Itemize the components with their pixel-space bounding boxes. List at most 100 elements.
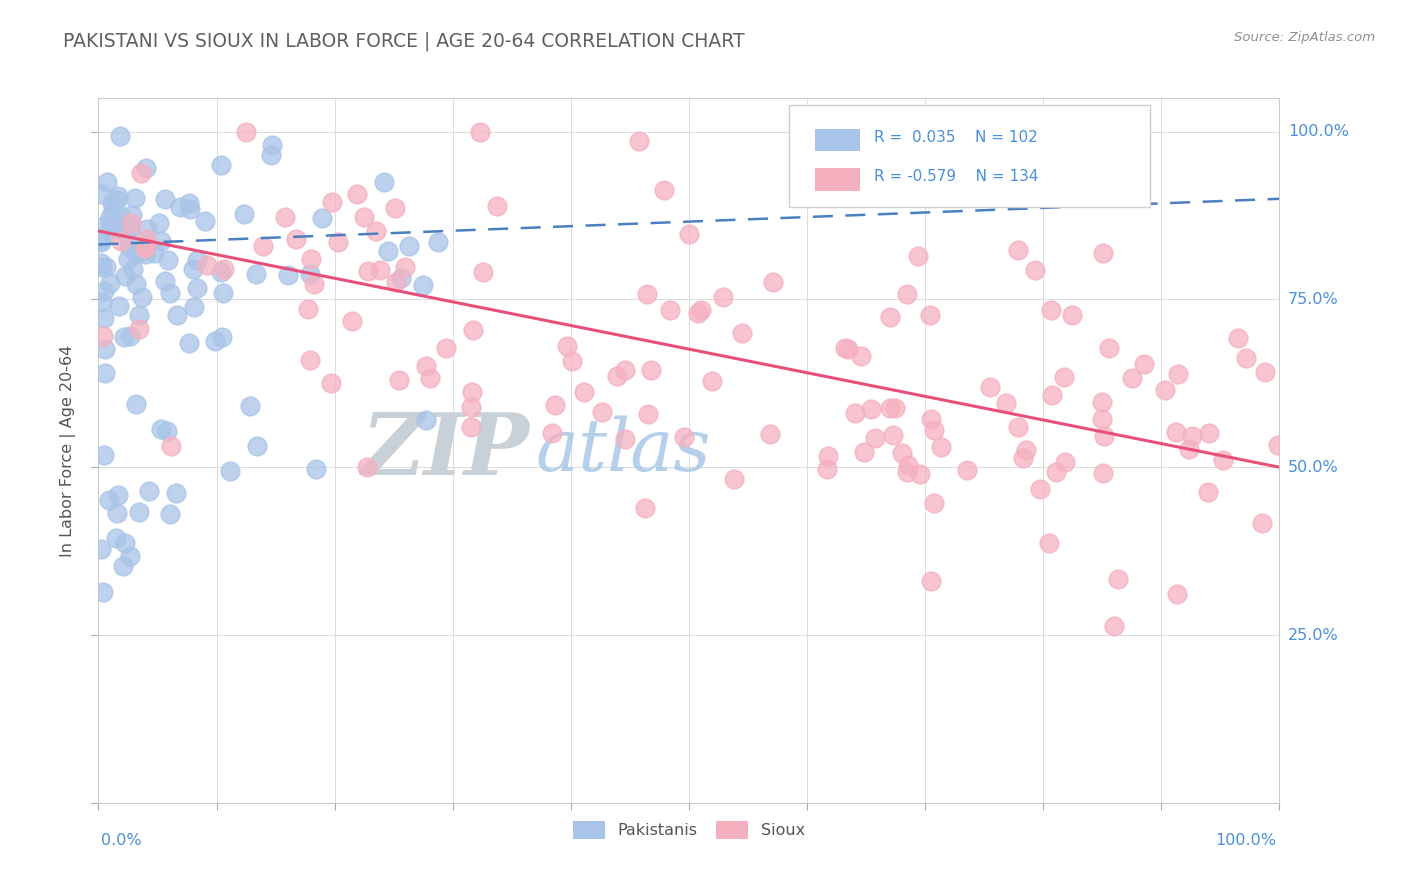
Point — [169, 200, 191, 214]
Point — [94, 342, 117, 356]
Point — [730, 326, 752, 341]
Point — [128, 308, 150, 322]
Point — [110, 209, 132, 223]
Point — [107, 189, 129, 203]
Point — [118, 329, 141, 343]
Point — [1091, 245, 1114, 260]
Point — [1197, 484, 1219, 499]
Point — [93, 367, 115, 381]
Point — [591, 405, 613, 419]
Point — [105, 506, 128, 520]
Point — [321, 195, 343, 210]
Point — [1028, 483, 1050, 497]
Point — [634, 501, 657, 516]
Point — [689, 303, 711, 318]
Point — [1053, 455, 1076, 469]
Point — [460, 419, 482, 434]
Point — [658, 303, 681, 318]
Point — [415, 413, 437, 427]
Point — [134, 242, 156, 256]
Text: PAKISTANI VS SIOUX IN LABOR FORCE | AGE 20-64 CORRELATION CHART: PAKISTANI VS SIOUX IN LABOR FORCE | AGE … — [63, 31, 745, 51]
Point — [153, 193, 176, 207]
Point — [159, 285, 181, 300]
Point — [879, 401, 901, 415]
Point — [90, 234, 112, 248]
Point — [135, 247, 157, 261]
Point — [434, 342, 457, 356]
Point — [956, 462, 979, 476]
Legend: Pakistanis, Sioux: Pakistanis, Sioux — [567, 814, 811, 846]
Point — [1181, 429, 1204, 443]
Point — [93, 448, 115, 462]
Point — [373, 175, 395, 189]
Point — [628, 134, 651, 148]
Point — [890, 445, 912, 459]
Point — [672, 430, 695, 444]
Point — [1007, 244, 1029, 258]
Text: ZIP: ZIP — [361, 409, 530, 492]
Point — [1091, 411, 1114, 425]
Point — [259, 147, 281, 161]
Point — [1166, 587, 1188, 601]
Point — [1178, 442, 1201, 456]
Point — [150, 422, 173, 436]
Point — [156, 424, 179, 438]
Point — [368, 262, 391, 277]
Point — [561, 354, 583, 368]
Point — [815, 462, 838, 476]
Point — [426, 235, 449, 250]
Point — [209, 158, 232, 172]
Point — [1038, 536, 1060, 550]
Point — [121, 261, 143, 276]
Point — [118, 240, 141, 254]
Point — [1024, 263, 1046, 277]
Point — [115, 227, 138, 241]
Point — [364, 224, 387, 238]
Point — [834, 341, 856, 355]
Point — [90, 256, 112, 270]
Point — [544, 398, 567, 412]
Point — [135, 239, 157, 253]
Point — [297, 302, 319, 317]
Point — [212, 261, 235, 276]
Point — [112, 558, 135, 573]
Point — [897, 458, 920, 473]
Point — [353, 210, 375, 224]
Point — [844, 406, 866, 420]
Point — [235, 125, 257, 139]
Point — [686, 306, 709, 320]
Point — [468, 125, 491, 139]
Point — [879, 310, 901, 324]
Point — [153, 274, 176, 288]
Point — [922, 424, 945, 438]
Point — [118, 221, 141, 235]
Point — [1007, 420, 1029, 434]
Point — [186, 280, 208, 294]
Point — [183, 301, 205, 315]
Point — [211, 329, 233, 343]
Point — [212, 286, 235, 301]
Point — [1090, 394, 1112, 409]
Point — [156, 252, 179, 267]
Point — [922, 496, 945, 510]
Point — [93, 311, 115, 326]
Point — [94, 260, 117, 274]
Point — [896, 465, 918, 479]
Point — [91, 329, 114, 343]
Point — [1267, 438, 1289, 452]
Point — [1254, 366, 1277, 380]
Point — [194, 214, 217, 228]
Point — [245, 267, 267, 281]
Point — [460, 400, 482, 414]
Point — [636, 286, 658, 301]
Point — [859, 402, 882, 417]
Point — [398, 239, 420, 253]
Point — [138, 484, 160, 499]
Text: 0.0%: 0.0% — [101, 833, 142, 848]
Point — [125, 277, 148, 292]
Point — [920, 411, 942, 425]
Point — [995, 396, 1018, 410]
Point — [700, 374, 723, 388]
Point — [246, 439, 269, 453]
Point — [394, 260, 416, 275]
